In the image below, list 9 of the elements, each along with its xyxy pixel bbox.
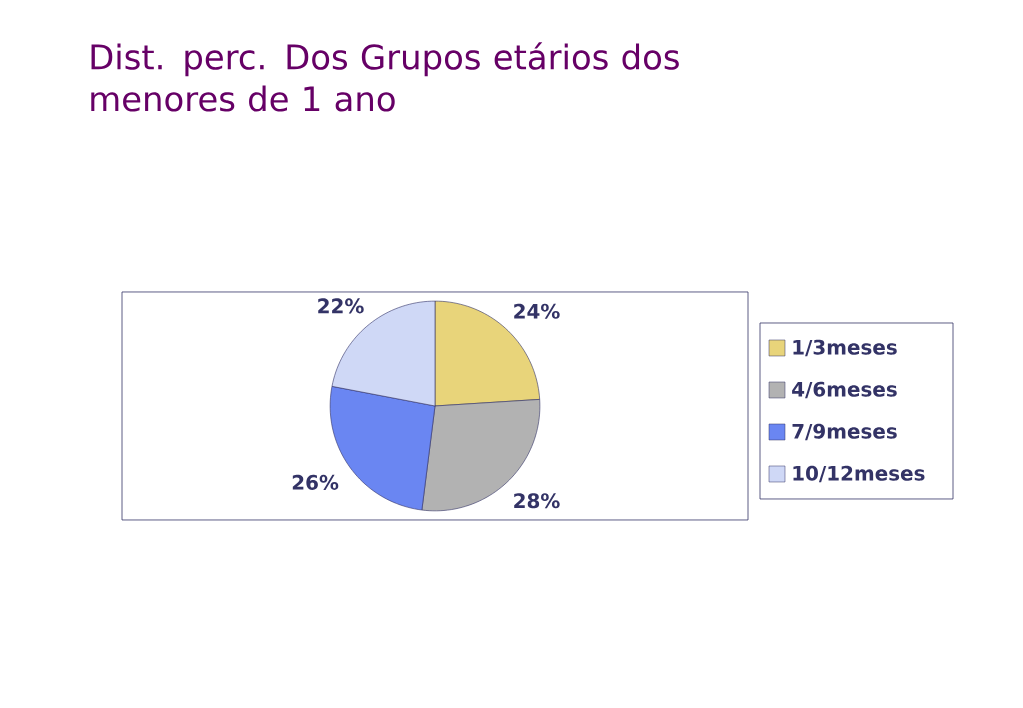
legend-label: 1/3meses — [793, 339, 897, 357]
data-label: 22% — [318, 298, 364, 314]
legend-label: 7/9meses — [792, 423, 897, 441]
legend-label: 10/12meses — [793, 465, 925, 483]
data-label: 26% — [292, 474, 339, 490]
data-label: 28% — [514, 493, 560, 509]
chart-title: Dist. perc. Dos Grupos etários dos menores de 1 ano — [91, 42, 679, 112]
data-label: 24% — [514, 303, 560, 319]
legend-label: 4/6meses — [792, 381, 897, 399]
